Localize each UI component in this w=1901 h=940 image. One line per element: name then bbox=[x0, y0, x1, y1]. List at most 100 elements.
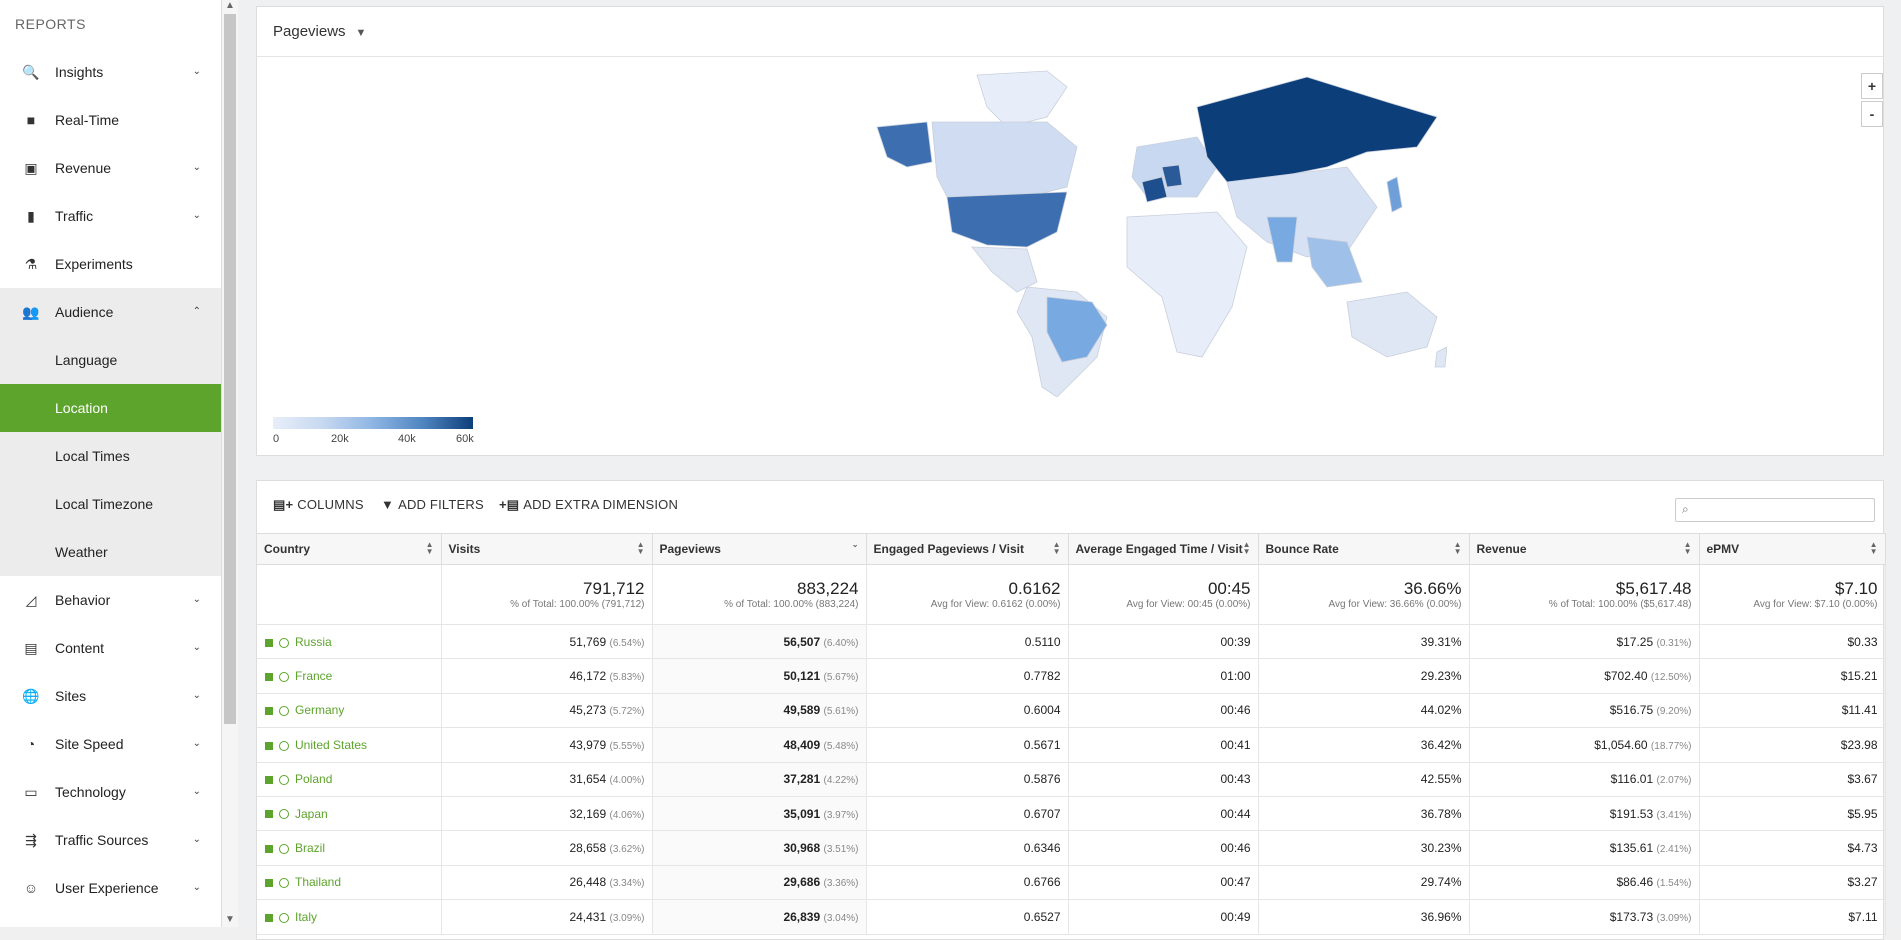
scrollbar-thumb[interactable] bbox=[224, 14, 236, 724]
sort-icon[interactable]: ▲ ▼ bbox=[1869, 540, 1878, 556]
country-link[interactable]: United States bbox=[295, 737, 368, 752]
visits-value: 32,169 bbox=[569, 806, 607, 821]
drilldown-icon[interactable] bbox=[279, 809, 289, 820]
table-row[interactable]: Brazil 28,658 (3.62%) 30,968 (3.51%) 0.6346… bbox=[257, 830, 1886, 866]
drilldown-icon[interactable] bbox=[279, 740, 289, 751]
map-region-india bbox=[1266, 216, 1298, 263]
table-row[interactable]: Russia 51,769 (6.54%) 56,507 (6.40%) 0.5110… bbox=[257, 624, 1886, 660]
column-header[interactable]: ePMV ▲ ▼ bbox=[1699, 533, 1886, 565]
sidebar-item-traffic[interactable]: ▮ Traffic ⌄ bbox=[0, 192, 221, 240]
table-row[interactable]: France 46,172 (5.83%) 50,121 (5.67%) 0.7782… bbox=[257, 658, 1886, 694]
sort-icon[interactable]: ▲ ▼ bbox=[1683, 540, 1692, 556]
country-link[interactable]: Thailand bbox=[295, 875, 342, 890]
zoom-out-button[interactable]: - bbox=[1861, 101, 1883, 127]
country-cell[interactable]: Poland bbox=[257, 762, 442, 797]
sidebar-item-insights[interactable]: 🔍 Insights ⌄ bbox=[0, 48, 221, 96]
table-row[interactable]: Thailand 26,448 (3.34%) 29,686 (3.36%) 0.67… bbox=[257, 865, 1886, 901]
sidebar-subitem-local-timezone[interactable]: Local Timezone bbox=[0, 480, 221, 528]
sort-icon[interactable]: ▲ ▼ bbox=[1453, 540, 1462, 556]
sidebar-item-technology[interactable]: ▭ Technology ⌄ bbox=[0, 768, 221, 816]
country-cell[interactable]: Germany bbox=[257, 693, 442, 729]
sidebar-item-content[interactable]: ▤ Content ⌄ bbox=[0, 624, 221, 672]
country-link[interactable]: Japan bbox=[295, 806, 328, 821]
country-cell[interactable]: Japan bbox=[257, 796, 442, 832]
column-header[interactable]: Visits ▲ ▼ bbox=[441, 533, 653, 565]
engaged-pv-cell: 0.6004 bbox=[866, 693, 1069, 729]
search-input[interactable]: ⌕ bbox=[1675, 498, 1875, 522]
sidebar-subitem-language[interactable]: Language bbox=[0, 336, 221, 384]
scroll-up-icon[interactable]: ▲ bbox=[225, 0, 235, 11]
engaged-time-cell: 00:43 bbox=[1068, 762, 1259, 797]
sidebar-item-behavior[interactable]: ◿ Behavior ⌄ bbox=[0, 576, 221, 624]
map-region-asia bbox=[1226, 166, 1378, 258]
country-cell[interactable]: United States bbox=[257, 727, 442, 763]
drilldown-icon[interactable] bbox=[279, 912, 289, 923]
pageviews-cell: 50,121 (5.67%) bbox=[652, 658, 867, 694]
scroll-down-icon[interactable]: ▼ bbox=[225, 914, 235, 925]
table-row[interactable]: Germany 45,273 (5.72%) 49,589 (5.61%) 0.600… bbox=[257, 693, 1886, 729]
epmv-cell: $0.33 bbox=[1699, 624, 1886, 660]
revenue-cell: $173.73 (3.09%) bbox=[1469, 899, 1700, 935]
add-filters-button[interactable]: ▼ ADD FILTERS bbox=[381, 497, 484, 512]
column-header[interactable]: Engaged Pageviews / Visit ▲ ▼ bbox=[866, 533, 1069, 565]
country-link[interactable]: Russia bbox=[295, 634, 332, 649]
add-dimension-button[interactable]: +▤ ADD EXTRA DIMENSION bbox=[499, 497, 678, 513]
country-link[interactable]: Germany bbox=[295, 703, 345, 718]
total-cell: 791,712% of Total: 100.00% (791,712) bbox=[441, 564, 653, 625]
drilldown-icon[interactable] bbox=[279, 775, 289, 786]
table-row[interactable]: Japan 32,169 (4.06%) 35,091 (3.97%) 0.6707 0… bbox=[257, 796, 1886, 832]
legend-tick: 40k bbox=[398, 433, 416, 445]
pageviews-pct: (3.97%) bbox=[823, 809, 859, 821]
metric-select[interactable]: Pageviews ▼ bbox=[257, 7, 1883, 57]
drilldown-icon[interactable] bbox=[279, 637, 289, 648]
sort-icon[interactable]: ▲ ▼ bbox=[425, 540, 434, 556]
country-cell[interactable]: Thailand bbox=[257, 865, 442, 901]
drilldown-icon[interactable] bbox=[279, 843, 289, 854]
columns-button[interactable]: ▤+ COLUMNS bbox=[273, 497, 364, 513]
country-link[interactable]: Poland bbox=[295, 772, 333, 787]
country-cell[interactable]: Russia bbox=[257, 624, 442, 660]
sort-icon[interactable]: ▲ ▼ bbox=[1052, 540, 1061, 556]
column-header[interactable]: Country ▲ ▼ bbox=[257, 533, 442, 565]
drilldown-icon[interactable] bbox=[279, 706, 289, 717]
sidebar-item-experiments[interactable]: ⚗ Experiments bbox=[0, 240, 221, 288]
sort-desc-icon[interactable]: ⌄ bbox=[851, 540, 859, 549]
column-header[interactable]: Average Engaged Time / Visit ▲ ▼ bbox=[1068, 533, 1259, 565]
sidebar-item-site-speed[interactable]: ◔ Site Speed ⌄ bbox=[0, 720, 221, 768]
world-map[interactable] bbox=[747, 67, 1447, 397]
visits-value: 24,431 bbox=[569, 909, 607, 924]
epmv-cell: $11.41 bbox=[1699, 693, 1886, 729]
sidebar-item-audience[interactable]: 👥 Audience ⌃ bbox=[0, 288, 221, 336]
pageviews-cell: 35,091 (3.97%) bbox=[652, 796, 867, 832]
country-link[interactable]: France bbox=[295, 669, 333, 684]
sidebar-item-user-experience[interactable]: ☺ User Experience ⌄ bbox=[0, 864, 221, 912]
column-header[interactable]: Bounce Rate ▲ ▼ bbox=[1258, 533, 1470, 565]
row-color-icon bbox=[265, 638, 273, 647]
table-row[interactable]: Italy 24,431 (3.09%) 26,839 (3.04%) 0.6527 0… bbox=[257, 899, 1886, 935]
sidebar-item-traffic-sources[interactable]: ⇶ Traffic Sources ⌄ bbox=[0, 816, 221, 864]
drilldown-icon[interactable] bbox=[279, 671, 289, 682]
sort-icon[interactable]: ▲ ▼ bbox=[636, 540, 645, 556]
column-header[interactable]: Revenue ▲ ▼ bbox=[1469, 533, 1700, 565]
zoom-in-button[interactable]: + bbox=[1861, 73, 1883, 99]
country-cell[interactable]: Brazil bbox=[257, 830, 442, 866]
sidebar-item-revenue[interactable]: ▣ Revenue ⌄ bbox=[0, 144, 221, 192]
chevron-icon: ⌄ bbox=[192, 162, 201, 173]
country-cell[interactable]: Italy bbox=[257, 899, 442, 935]
map-region-canada bbox=[931, 121, 1078, 198]
sidebar-subitem-location[interactable]: Location bbox=[0, 384, 221, 432]
sidebar-scrollbar[interactable]: ▲ ▼ bbox=[222, 0, 238, 927]
table-row[interactable]: Poland 31,654 (4.00%) 37,281 (4.22%) 0.5876… bbox=[257, 762, 1886, 797]
country-link[interactable]: Brazil bbox=[295, 841, 326, 856]
revenue-cell: $135.61 (2.41%) bbox=[1469, 830, 1700, 866]
country-cell[interactable]: France bbox=[257, 658, 442, 694]
table-row[interactable]: United States 43,979 (5.55%) 48,409 (5.48%… bbox=[257, 727, 1886, 763]
sort-icon[interactable]: ▲ ▼ bbox=[1242, 540, 1251, 556]
country-link[interactable]: Italy bbox=[295, 909, 318, 924]
column-header[interactable]: Pageviews ⌄ bbox=[652, 533, 867, 565]
sidebar-subitem-weather[interactable]: Weather bbox=[0, 528, 221, 576]
sidebar-subitem-local-times[interactable]: Local Times bbox=[0, 432, 221, 480]
sidebar-item-real-time[interactable]: ■ Real-Time bbox=[0, 96, 221, 144]
drilldown-icon[interactable] bbox=[279, 878, 289, 889]
sidebar-item-sites[interactable]: 🌐 Sites ⌄ bbox=[0, 672, 221, 720]
